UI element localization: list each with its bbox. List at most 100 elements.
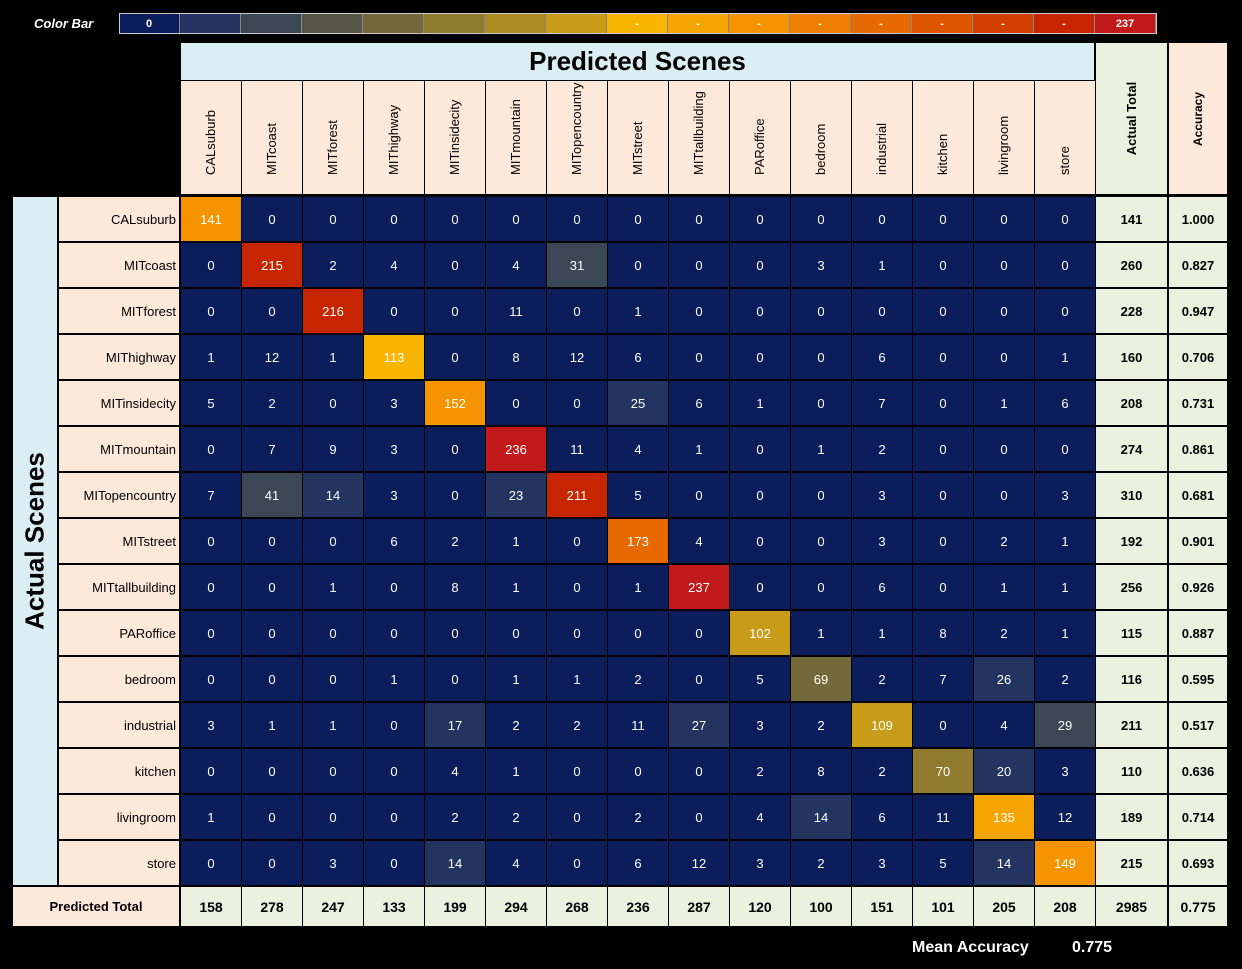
accuracy-cell: 0.926	[1169, 565, 1227, 609]
heatmap-cell: 1	[608, 565, 668, 609]
heatmap-cell: 0	[181, 519, 241, 563]
heatmap-cell: 0	[364, 703, 424, 747]
heatmap-cell: 0	[364, 611, 424, 655]
heatmap-cell: 173	[608, 519, 668, 563]
column-header-label: CALsuburb	[203, 109, 218, 175]
accuracy-header-label: Accuracy	[1190, 91, 1205, 146]
predicted-total-cell: 294	[486, 887, 546, 926]
heatmap-cell: 0	[547, 289, 607, 333]
heatmap-cell: 14	[791, 795, 851, 839]
heatmap-cell: 9	[303, 427, 363, 471]
heatmap-cell: 0	[974, 335, 1034, 379]
heatmap-cell: 4	[486, 841, 546, 885]
row-header: PARoffice	[59, 611, 179, 655]
column-header: MITtallbuilding	[669, 81, 729, 194]
heatmap-cell: 0	[730, 519, 790, 563]
heatmap-cell: 2	[730, 749, 790, 793]
heatmap-cell: 27	[669, 703, 729, 747]
actual-total-cell: 215	[1096, 841, 1167, 885]
heatmap-cell: 6	[608, 335, 668, 379]
heatmap-cell: 0	[974, 427, 1034, 471]
heatmap-cell: 0	[913, 703, 973, 747]
predicted-total-cell: 278	[242, 887, 302, 926]
heatmap-cell: 0	[669, 289, 729, 333]
heatmap-cell: 31	[547, 243, 607, 287]
heatmap-cell: 0	[425, 473, 485, 517]
heatmap-cell: 1	[1035, 611, 1095, 655]
column-header: PARoffice	[730, 81, 790, 194]
heatmap-cell: 1	[486, 749, 546, 793]
row-header: MITtallbuilding	[59, 565, 179, 609]
actual-total-cell: 274	[1096, 427, 1167, 471]
predicted-total-label: Predicted Total	[13, 887, 179, 926]
heatmap-cell: 0	[669, 611, 729, 655]
colorbar-segment: -	[851, 13, 912, 34]
colorbar-segment: -	[668, 13, 729, 34]
heatmap-cell: 3	[303, 841, 363, 885]
heatmap-cell: 8	[425, 565, 485, 609]
colorbar-segment	[180, 13, 241, 34]
heatmap-cell: 0	[1035, 289, 1095, 333]
column-header: bedroom	[791, 81, 851, 194]
heatmap-cell: 0	[852, 197, 912, 241]
colorbar-segment: 237	[1095, 13, 1156, 34]
heatmap-cell: 0	[913, 335, 973, 379]
column-header-label: livingroom	[996, 115, 1011, 175]
colorbar-segment: -	[912, 13, 973, 34]
heatmap-cell: 1	[730, 381, 790, 425]
heatmap-cell: 0	[791, 289, 851, 333]
heatmap-cell: 0	[242, 795, 302, 839]
heatmap-cell: 41	[242, 473, 302, 517]
heatmap-cell: 0	[730, 335, 790, 379]
heatmap-cell: 0	[242, 289, 302, 333]
mean-accuracy-label: Mean Accuracy	[912, 939, 1029, 956]
heatmap-cell: 0	[181, 243, 241, 287]
actual-scenes-label: Actual Scenes	[19, 452, 50, 630]
heatmap-cell: 0	[913, 473, 973, 517]
column-header-label: MITmountain	[508, 99, 523, 175]
heatmap-cell: 149	[1035, 841, 1095, 885]
heatmap-cell: 0	[547, 749, 607, 793]
heatmap-cell: 11	[913, 795, 973, 839]
heatmap-cell: 3	[1035, 749, 1095, 793]
heatmap-cell: 0	[303, 381, 363, 425]
heatmap-cell: 2	[852, 657, 912, 701]
heatmap-cell: 1	[242, 703, 302, 747]
accuracy-cell: 0.595	[1169, 657, 1227, 701]
heatmap-cell: 2	[242, 381, 302, 425]
row-header: kitchen	[59, 749, 179, 793]
colorbar-segment	[424, 13, 485, 34]
heatmap-cell: 102	[730, 611, 790, 655]
heatmap-cell: 0	[242, 611, 302, 655]
heatmap-cell: 12	[547, 335, 607, 379]
heatmap-cell: 7	[181, 473, 241, 517]
heatmap-cell: 1	[669, 427, 729, 471]
accuracy-cell: 0.714	[1169, 795, 1227, 839]
heatmap-cell: 2	[974, 519, 1034, 563]
heatmap-cell: 6	[852, 795, 912, 839]
heatmap-cell: 2	[547, 703, 607, 747]
heatmap-cell: 1	[791, 427, 851, 471]
predicted-total-cell: 100	[791, 887, 851, 926]
heatmap-cell: 1	[181, 335, 241, 379]
heatmap-cell: 1	[852, 243, 912, 287]
heatmap-cell: 3	[364, 427, 424, 471]
predicted-total-cell: 158	[181, 887, 241, 926]
heatmap-cell: 4	[364, 243, 424, 287]
column-header: CALsuburb	[181, 81, 241, 194]
heatmap-cell: 0	[852, 289, 912, 333]
heatmap-cell: 0	[1035, 427, 1095, 471]
colorbar-label: Color Bar	[34, 16, 94, 31]
heatmap-cell: 0	[669, 795, 729, 839]
heatmap-cell: 0	[547, 611, 607, 655]
heatmap-cell: 0	[425, 243, 485, 287]
accuracy-cell: 0.861	[1169, 427, 1227, 471]
heatmap-cell: 0	[791, 565, 851, 609]
predicted-total-cell: 151	[852, 887, 912, 926]
heatmap-cell: 1	[364, 657, 424, 701]
column-header: MITinsidecity	[425, 81, 485, 194]
actual-total-cell: 110	[1096, 749, 1167, 793]
accuracy-cell: 0.901	[1169, 519, 1227, 563]
heatmap-cell: 6	[608, 841, 668, 885]
heatmap-cell: 0	[181, 427, 241, 471]
